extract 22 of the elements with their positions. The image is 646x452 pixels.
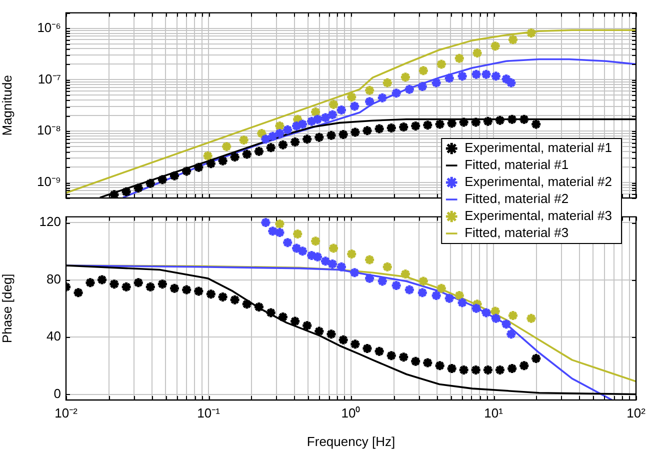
- x-tick-label: 10⁻²: [54, 405, 78, 420]
- x-tick-label: 10²: [626, 405, 646, 420]
- y-tick-label: 120: [39, 214, 61, 230]
- x-axis-title: Frequency [Hz]: [306, 434, 396, 449]
- x-tick-label: 10⁻¹: [197, 405, 221, 420]
- y-axis-title: Magnitude: [0, 75, 14, 136]
- legend-label: Experimental, material #2: [464, 174, 612, 190]
- legend-label: Fitted, material #1: [464, 157, 569, 172]
- legend-label: Experimental, material #1: [464, 140, 612, 156]
- legend-label: Fitted, material #2: [464, 191, 569, 206]
- y-tick-label: 10⁻⁷: [38, 71, 62, 86]
- y-tick-label: 10⁻⁶: [37, 20, 61, 35]
- x-tick-label: 10⁰: [341, 405, 361, 420]
- y-tick-label: 10⁻⁸: [37, 122, 61, 138]
- y-tick-label: 10⁻⁹: [36, 174, 61, 190]
- legend-label: Fitted, material #3: [464, 225, 569, 240]
- y-tick-label: 80: [46, 271, 61, 286]
- y-axis-title: Phase [deg]: [0, 274, 14, 344]
- y-tick-label: 0: [54, 386, 61, 401]
- legend-label: Experimental, material #3: [464, 208, 612, 224]
- y-tick-label: 40: [46, 328, 61, 344]
- x-tick-label: 10¹: [484, 405, 504, 420]
